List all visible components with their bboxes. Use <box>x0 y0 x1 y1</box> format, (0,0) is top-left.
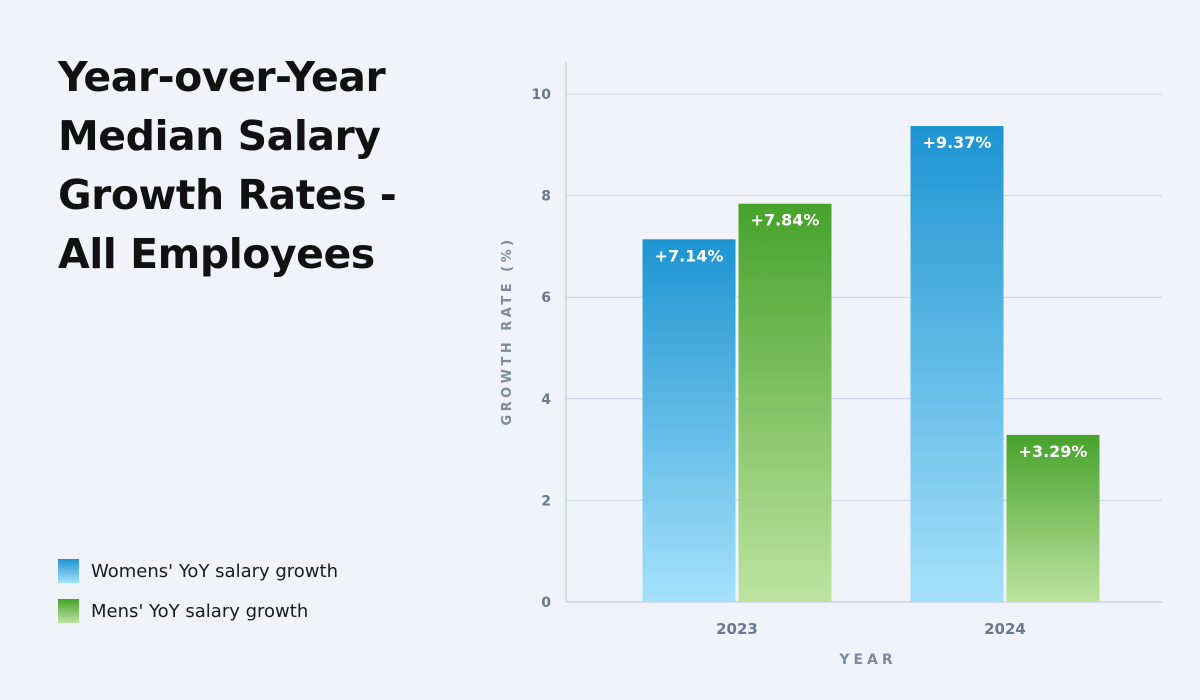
legend-item-men: Mens' YoY salary growth <box>58 598 338 624</box>
y-tick-label: 6 <box>541 290 551 306</box>
y-tick-label: 2 <box>541 493 551 509</box>
legend-label-women: Womens' YoY salary growth <box>91 560 338 582</box>
legend-item-women: Womens' YoY salary growth <box>58 558 338 584</box>
bar-data-label: +3.29% <box>1019 442 1088 461</box>
bars: +7.14% +7.84% +9.37% +3.29% <box>642 126 1100 602</box>
x-axis-label: YEAR <box>838 652 896 668</box>
y-tick-label: 4 <box>541 392 551 408</box>
x-tick-labels: 2023 2024 <box>716 620 1026 638</box>
bar-women-2024 <box>910 126 1004 602</box>
bar-data-label: +7.14% <box>655 246 724 265</box>
chart-title: Year-over-Year Median Salary Growth Rate… <box>58 53 397 278</box>
legend-swatch-women <box>58 559 79 583</box>
bar-data-label: +7.84% <box>751 211 820 230</box>
y-tick-label: 10 <box>532 87 552 103</box>
bar-data-label: +9.37% <box>923 133 992 152</box>
y-tick-labels: 0 2 4 6 8 10 <box>532 87 552 611</box>
bar-men-2023 <box>738 203 832 602</box>
y-axis-label: GROWTH RATE (%) <box>500 236 515 425</box>
legend: Womens' YoY salary growth Mens' YoY sala… <box>58 558 338 638</box>
y-tick-label: 0 <box>541 595 551 611</box>
bar-women-2023 <box>642 239 736 602</box>
y-tick-label: 8 <box>541 189 551 205</box>
legend-swatch-men <box>58 599 79 623</box>
x-tick-label: 2024 <box>984 620 1026 638</box>
bar-men-2024 <box>1006 434 1100 602</box>
legend-label-men: Mens' YoY salary growth <box>91 600 309 622</box>
x-tick-label: 2023 <box>716 620 758 638</box>
